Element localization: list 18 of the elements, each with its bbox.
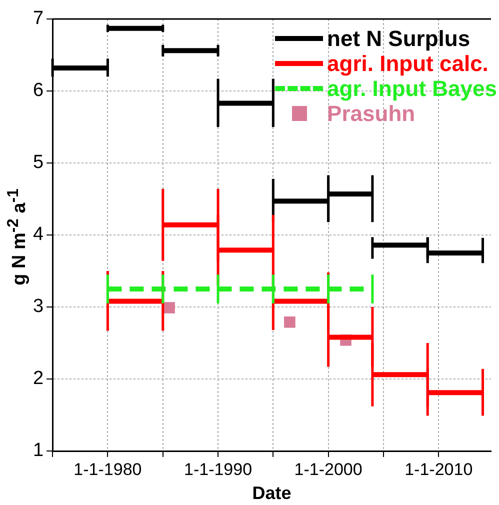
y-tick-label: 6 — [32, 80, 44, 102]
x-tick-label: 1-1-1980 — [74, 460, 142, 479]
point — [164, 302, 175, 314]
x-axis-title: Date — [252, 483, 292, 504]
point — [284, 316, 296, 328]
x-tick-label: 1-1-1990 — [184, 460, 252, 479]
y-tick-label: 4 — [32, 224, 44, 246]
y-tick-label: 2 — [32, 368, 44, 390]
y-tick-label: 5 — [32, 152, 44, 174]
y-tick-label: 7 — [32, 8, 44, 30]
x-tick-label: 1-1-2000 — [294, 460, 362, 479]
x-tick-label: 1-1-2010 — [404, 460, 473, 479]
y-tick-label: 3 — [32, 296, 44, 318]
legend-label: Prasuhn — [327, 101, 416, 126]
y-tick-label: 1 — [32, 440, 44, 462]
legend-label: agr. Input Bayes — [327, 76, 497, 101]
legend-label: net N Surplus — [327, 26, 470, 51]
legend-label: agri. Input calc. — [327, 51, 488, 76]
